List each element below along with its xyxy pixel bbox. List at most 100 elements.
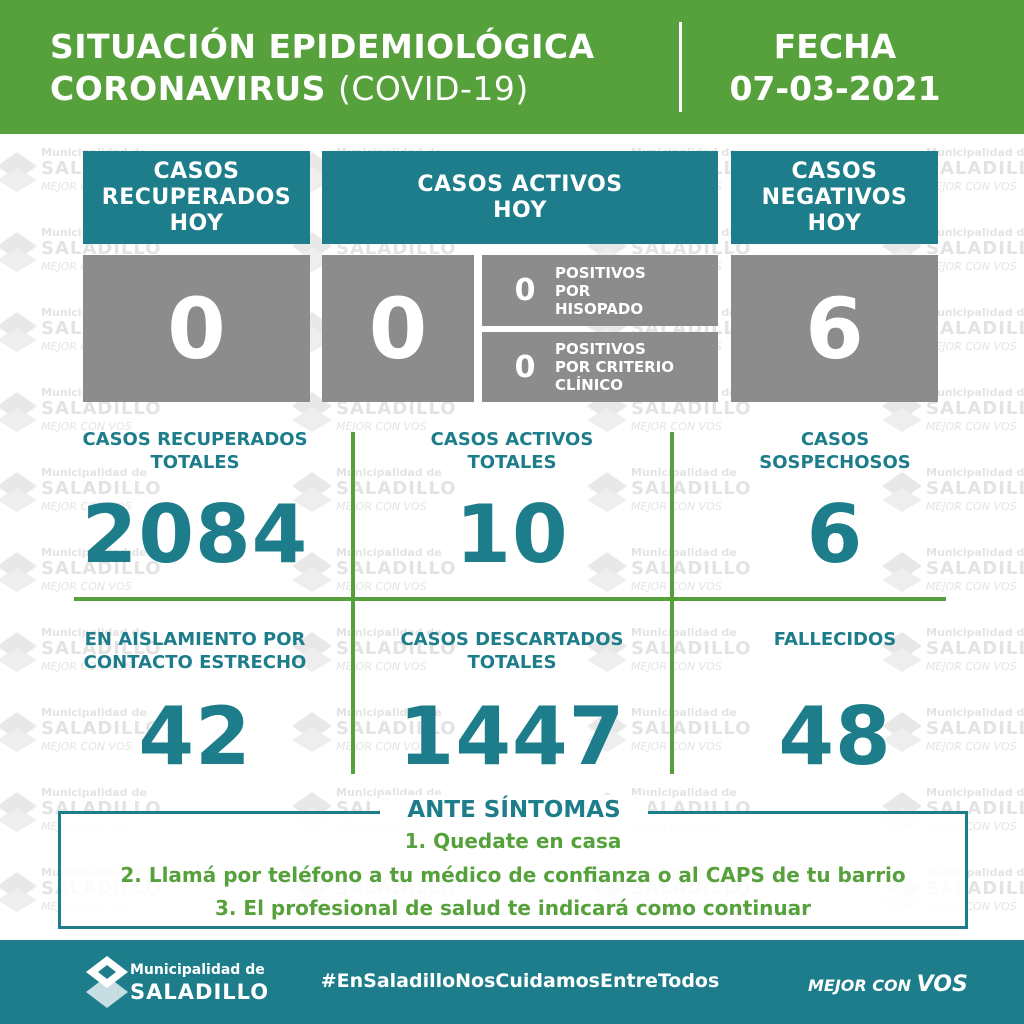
watermark-logo-icon [882, 632, 922, 672]
watermark-text: Municipalidad de [926, 546, 1024, 559]
watermark-text: MEJOR CON VOS [631, 660, 722, 673]
label-line: HOY [493, 197, 547, 223]
label-line: POSITIVOS [555, 263, 646, 282]
watermark-text: MEJOR CON VOS [926, 580, 1017, 593]
label-line: FALLECIDOS [773, 629, 897, 650]
watermark-text: Municipalidad de [631, 786, 737, 799]
watermark-text: SALADILLO [926, 238, 1024, 259]
watermark-text: MEJOR CON VOS [41, 740, 132, 753]
watermark-text: SALADILLO [41, 478, 162, 499]
label-line: POR CRITERIO [555, 358, 675, 376]
watermark-text: MEJOR CON VOS [926, 260, 1017, 273]
activos-totales-label: CASOS ACTIVOS TOTALES [372, 428, 652, 474]
watermark-text: MEJOR CON VOS [336, 740, 427, 753]
watermark-logo-icon [292, 632, 332, 672]
watermark-logo-icon [0, 552, 37, 592]
watermark-text: Municipalidad de [926, 306, 1024, 319]
clinico-box: 0 POSITIVOS POR CRITERIO CLÍNICO [482, 332, 718, 402]
watermark-text: MEJOR CON VOS [41, 580, 132, 593]
date-block: FECHA 07-03-2021 [690, 26, 980, 110]
symptom-item: 2. Llamá por teléfono a tu médico de con… [120, 863, 906, 887]
watermark-logo-icon [587, 712, 627, 752]
watermark-text: SALADILLO [926, 158, 1024, 179]
watermark-text: Municipalidad de [926, 706, 1024, 719]
watermark-text: SALADILLO [336, 558, 457, 579]
watermark-text: MEJOR CON VOS [336, 420, 427, 433]
watermark-text: MEJOR CON VOS [926, 500, 1017, 513]
fallecidos-value: 48 [778, 690, 892, 783]
label-line: CASOS [791, 158, 878, 184]
label-line: TOTALES [150, 452, 240, 473]
label-line: SOSPECHOSOS [759, 452, 911, 473]
activos-totales-value: 10 [455, 488, 569, 581]
symptom-item: 3. El profesional de salud te indicará c… [214, 896, 812, 920]
symptoms-title: ANTE SÍNTOMAS [380, 795, 648, 825]
watermark-text: MEJOR CON VOS [41, 500, 132, 513]
label-line: POSITIVOS [555, 340, 646, 358]
watermark-text: Municipalidad de [41, 626, 147, 639]
watermark-text: MEJOR CON VOS [926, 180, 1017, 193]
watermark-text: SALADILLO [926, 398, 1024, 419]
label-line: HISOPADO [555, 299, 644, 318]
slogan-vos: VOS [916, 972, 968, 997]
title-covid: (COVID-19) [337, 69, 529, 108]
footer-logo-line2: SALADILLO [130, 980, 270, 1004]
watermark-text: Municipalidad de [926, 146, 1024, 159]
watermark-logo-icon [882, 712, 922, 752]
label-line: TOTALES [467, 452, 557, 473]
label-line: HOY [807, 210, 862, 236]
watermark-text: Municipalidad de [336, 546, 442, 559]
watermark-text: SALADILLO [336, 398, 457, 419]
activos-hoy-value: 0 [322, 255, 474, 402]
watermark-text: MEJOR CON VOS [41, 660, 132, 673]
watermark-text: Municipalidad de [631, 626, 737, 639]
symptoms-box [58, 811, 968, 929]
footer-slogan: MEJOR CON VOS [808, 972, 968, 997]
label-line: CLÍNICO [555, 376, 624, 394]
slogan-mejor: MEJOR CON [808, 976, 912, 995]
saladillo-logo-icon [86, 956, 128, 1008]
header-banner: SITUACIÓN EPIDEMIOLÓGICA CORONAVIRUS (CO… [0, 0, 1024, 134]
label-line: TOTALES [467, 652, 557, 673]
watermark-logo-icon [292, 552, 332, 592]
grid-horizontal-line [74, 597, 946, 601]
symptom-item: 1. Quedate en casa [404, 829, 622, 853]
title-line-1: SITUACIÓN EPIDEMIOLÓGICA [50, 27, 595, 66]
watermark-text: Municipalidad de [336, 466, 442, 479]
footer-hashtag: #EnSaladilloNosCuidamosEntreTodos [320, 970, 720, 992]
date-label: FECHA [773, 27, 897, 66]
title-coronavirus: CORONAVIRUS [50, 69, 326, 108]
recuperados-hoy-header: CASOS RECUPERADOS HOY [83, 151, 310, 244]
label-line: CASOS ACTIVOS [430, 429, 594, 450]
watermark-logo-icon [587, 472, 627, 512]
header-divider [679, 22, 682, 112]
recuperados-totales-label: CASOS RECUPERADOS TOTALES [55, 428, 335, 474]
watermark-text: SALADILLO [631, 638, 752, 659]
watermark-text: SALADILLO [336, 718, 457, 739]
negativos-hoy-header: CASOS NEGATIVOS HOY [731, 151, 938, 244]
clinico-label: POSITIVOS POR CRITERIO CLÍNICO [555, 340, 705, 394]
watermark-text: MEJOR CON VOS [926, 340, 1017, 353]
grid-vertical-line [351, 432, 355, 774]
watermark-text: SALADILLO [41, 398, 162, 419]
watermark-text: MEJOR CON VOS [631, 420, 722, 433]
descartados-value: 1447 [398, 690, 626, 783]
aislamiento-value: 42 [138, 690, 252, 783]
footer-banner [0, 940, 1024, 1024]
watermark-logo-icon [0, 472, 37, 512]
label-line: HOY [169, 210, 224, 236]
aislamiento-label: EN AISLAMIENTO POR CONTACTO ESTRECHO [55, 628, 335, 674]
descartados-label: CASOS DESCARTADOS TOTALES [372, 628, 652, 674]
watermark-text: MEJOR CON VOS [41, 420, 132, 433]
watermark-text: Municipalidad de [336, 706, 442, 719]
